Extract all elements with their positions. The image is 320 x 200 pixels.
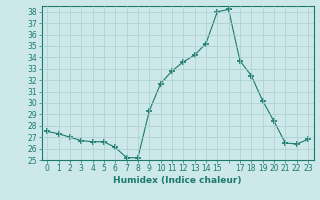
X-axis label: Humidex (Indice chaleur): Humidex (Indice chaleur) [113, 176, 242, 185]
